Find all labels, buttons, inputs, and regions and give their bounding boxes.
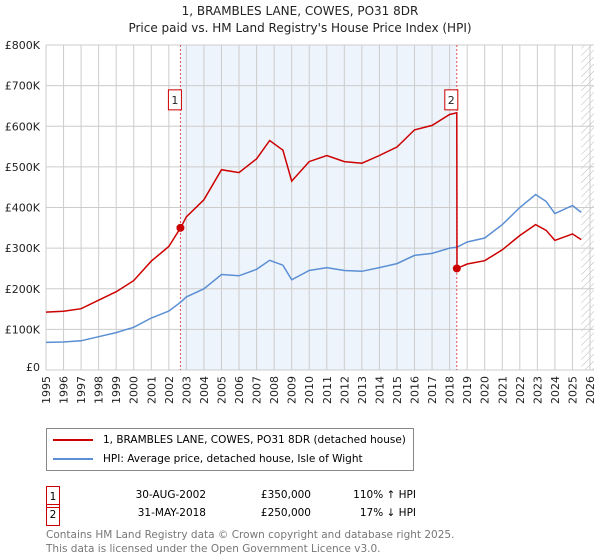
sale-marker-2: 2 [46, 504, 60, 526]
chart-subtitle: Price paid vs. HM Land Registry's House … [128, 21, 471, 35]
x-tick-label: 1997 [75, 376, 88, 404]
y-tick-label: £0 [26, 361, 40, 374]
x-tick-label: 1998 [93, 376, 106, 404]
sale-marker-label: 1 [171, 94, 178, 107]
sale-point [176, 223, 185, 232]
sale-row-1: 1 30-AUG-2002 £350,000 110% ↑ HPI [46, 486, 466, 508]
y-tick-label: £700K [5, 80, 41, 93]
x-tick-label: 2005 [215, 376, 228, 404]
hpi-series-line [45, 193, 582, 344]
x-tick-label: 2004 [198, 376, 211, 404]
x-tick-label: 1999 [110, 376, 123, 404]
sale-hpi-diff: 17% ↓ HPI [359, 507, 416, 519]
x-tick-label: 2023 [531, 376, 544, 404]
footer-licence: This data is licensed under the Open Gov… [46, 543, 381, 555]
x-tick-label: 1995 [40, 376, 53, 404]
y-tick-label: £800K [5, 39, 41, 52]
x-tick-label: 1996 [58, 376, 71, 404]
x-tick-label: 2025 [566, 376, 579, 404]
sale-marker-label: 2 [448, 94, 455, 107]
sale-row-2: 2 31-MAY-2018 £250,000 17% ↓ HPI [46, 504, 466, 526]
x-tick-label: 2013 [356, 376, 369, 404]
y-tick-label: £300K [5, 242, 41, 255]
sale-marker-box [444, 89, 459, 111]
y-tick-label: £500K [5, 161, 41, 174]
x-tick-label: 2016 [409, 376, 422, 404]
x-tick-label: 2018 [444, 376, 457, 404]
x-tick-label: 2003 [180, 376, 193, 404]
x-tick-label: 2019 [461, 376, 474, 404]
sale-price: £350,000 [260, 489, 311, 501]
sale-hpi-diff: 110% ↑ HPI [353, 489, 416, 501]
y-tick-label: £600K [5, 120, 41, 133]
y-tick-label: £200K [5, 283, 41, 296]
sale-date: 31-MAY-2018 [137, 507, 206, 519]
legend-swatch-red [53, 439, 93, 441]
x-tick-label: 2001 [145, 376, 158, 404]
x-tick-label: 2015 [391, 376, 404, 404]
x-tick-label: 2012 [338, 376, 351, 404]
legend-label-hpi: HPI: Average price, detached house, Isle… [103, 453, 363, 465]
x-tick-label: 2024 [549, 376, 562, 404]
x-tick-label: 2000 [128, 376, 141, 404]
footer-copyright: Contains HM Land Registry data © Crown c… [46, 529, 455, 541]
x-tick-label: 2022 [514, 376, 527, 404]
x-tick-label: 2006 [233, 376, 246, 404]
sale-marker-box [167, 89, 182, 111]
price-chart: 1, BRAMBLES LANE, COWES, PO31 8DR Price p… [5, 4, 597, 404]
x-tick-label: 2021 [496, 376, 509, 404]
x-tick-label: 2002 [163, 376, 176, 404]
x-tick-label: 2007 [251, 376, 264, 404]
footer: Contains HM Land Registry data © Crown c… [46, 528, 454, 556]
x-tick-label: 2014 [373, 376, 386, 404]
y-tick-label: £100K [5, 323, 41, 336]
sale-point [452, 264, 461, 273]
sale-marker-1: 1 [46, 486, 60, 508]
property-series-line [45, 111, 582, 313]
x-tick-label: 2010 [303, 376, 316, 404]
sale-price: £250,000 [260, 507, 311, 519]
x-tick-label: 2008 [268, 376, 281, 404]
legend-item-hpi: HPI: Average price, detached house, Isle… [53, 453, 363, 465]
x-tick-label: 2026 [584, 376, 597, 404]
sale-date: 30-AUG-2002 [135, 489, 206, 501]
legend-item-property: 1, BRAMBLES LANE, COWES, PO31 8DR (detac… [53, 434, 406, 446]
legend: 1, BRAMBLES LANE, COWES, PO31 8DR (detac… [46, 428, 414, 471]
legend-label-property: 1, BRAMBLES LANE, COWES, PO31 8DR (detac… [103, 434, 406, 446]
chart-title: 1, BRAMBLES LANE, COWES, PO31 8DR [182, 4, 419, 18]
legend-swatch-blue [53, 458, 93, 460]
x-tick-label: 2009 [286, 376, 299, 404]
x-tick-label: 2011 [321, 376, 334, 404]
y-tick-label: £400K [5, 202, 41, 215]
x-tick-label: 2017 [426, 376, 439, 404]
x-tick-label: 2020 [479, 376, 492, 404]
